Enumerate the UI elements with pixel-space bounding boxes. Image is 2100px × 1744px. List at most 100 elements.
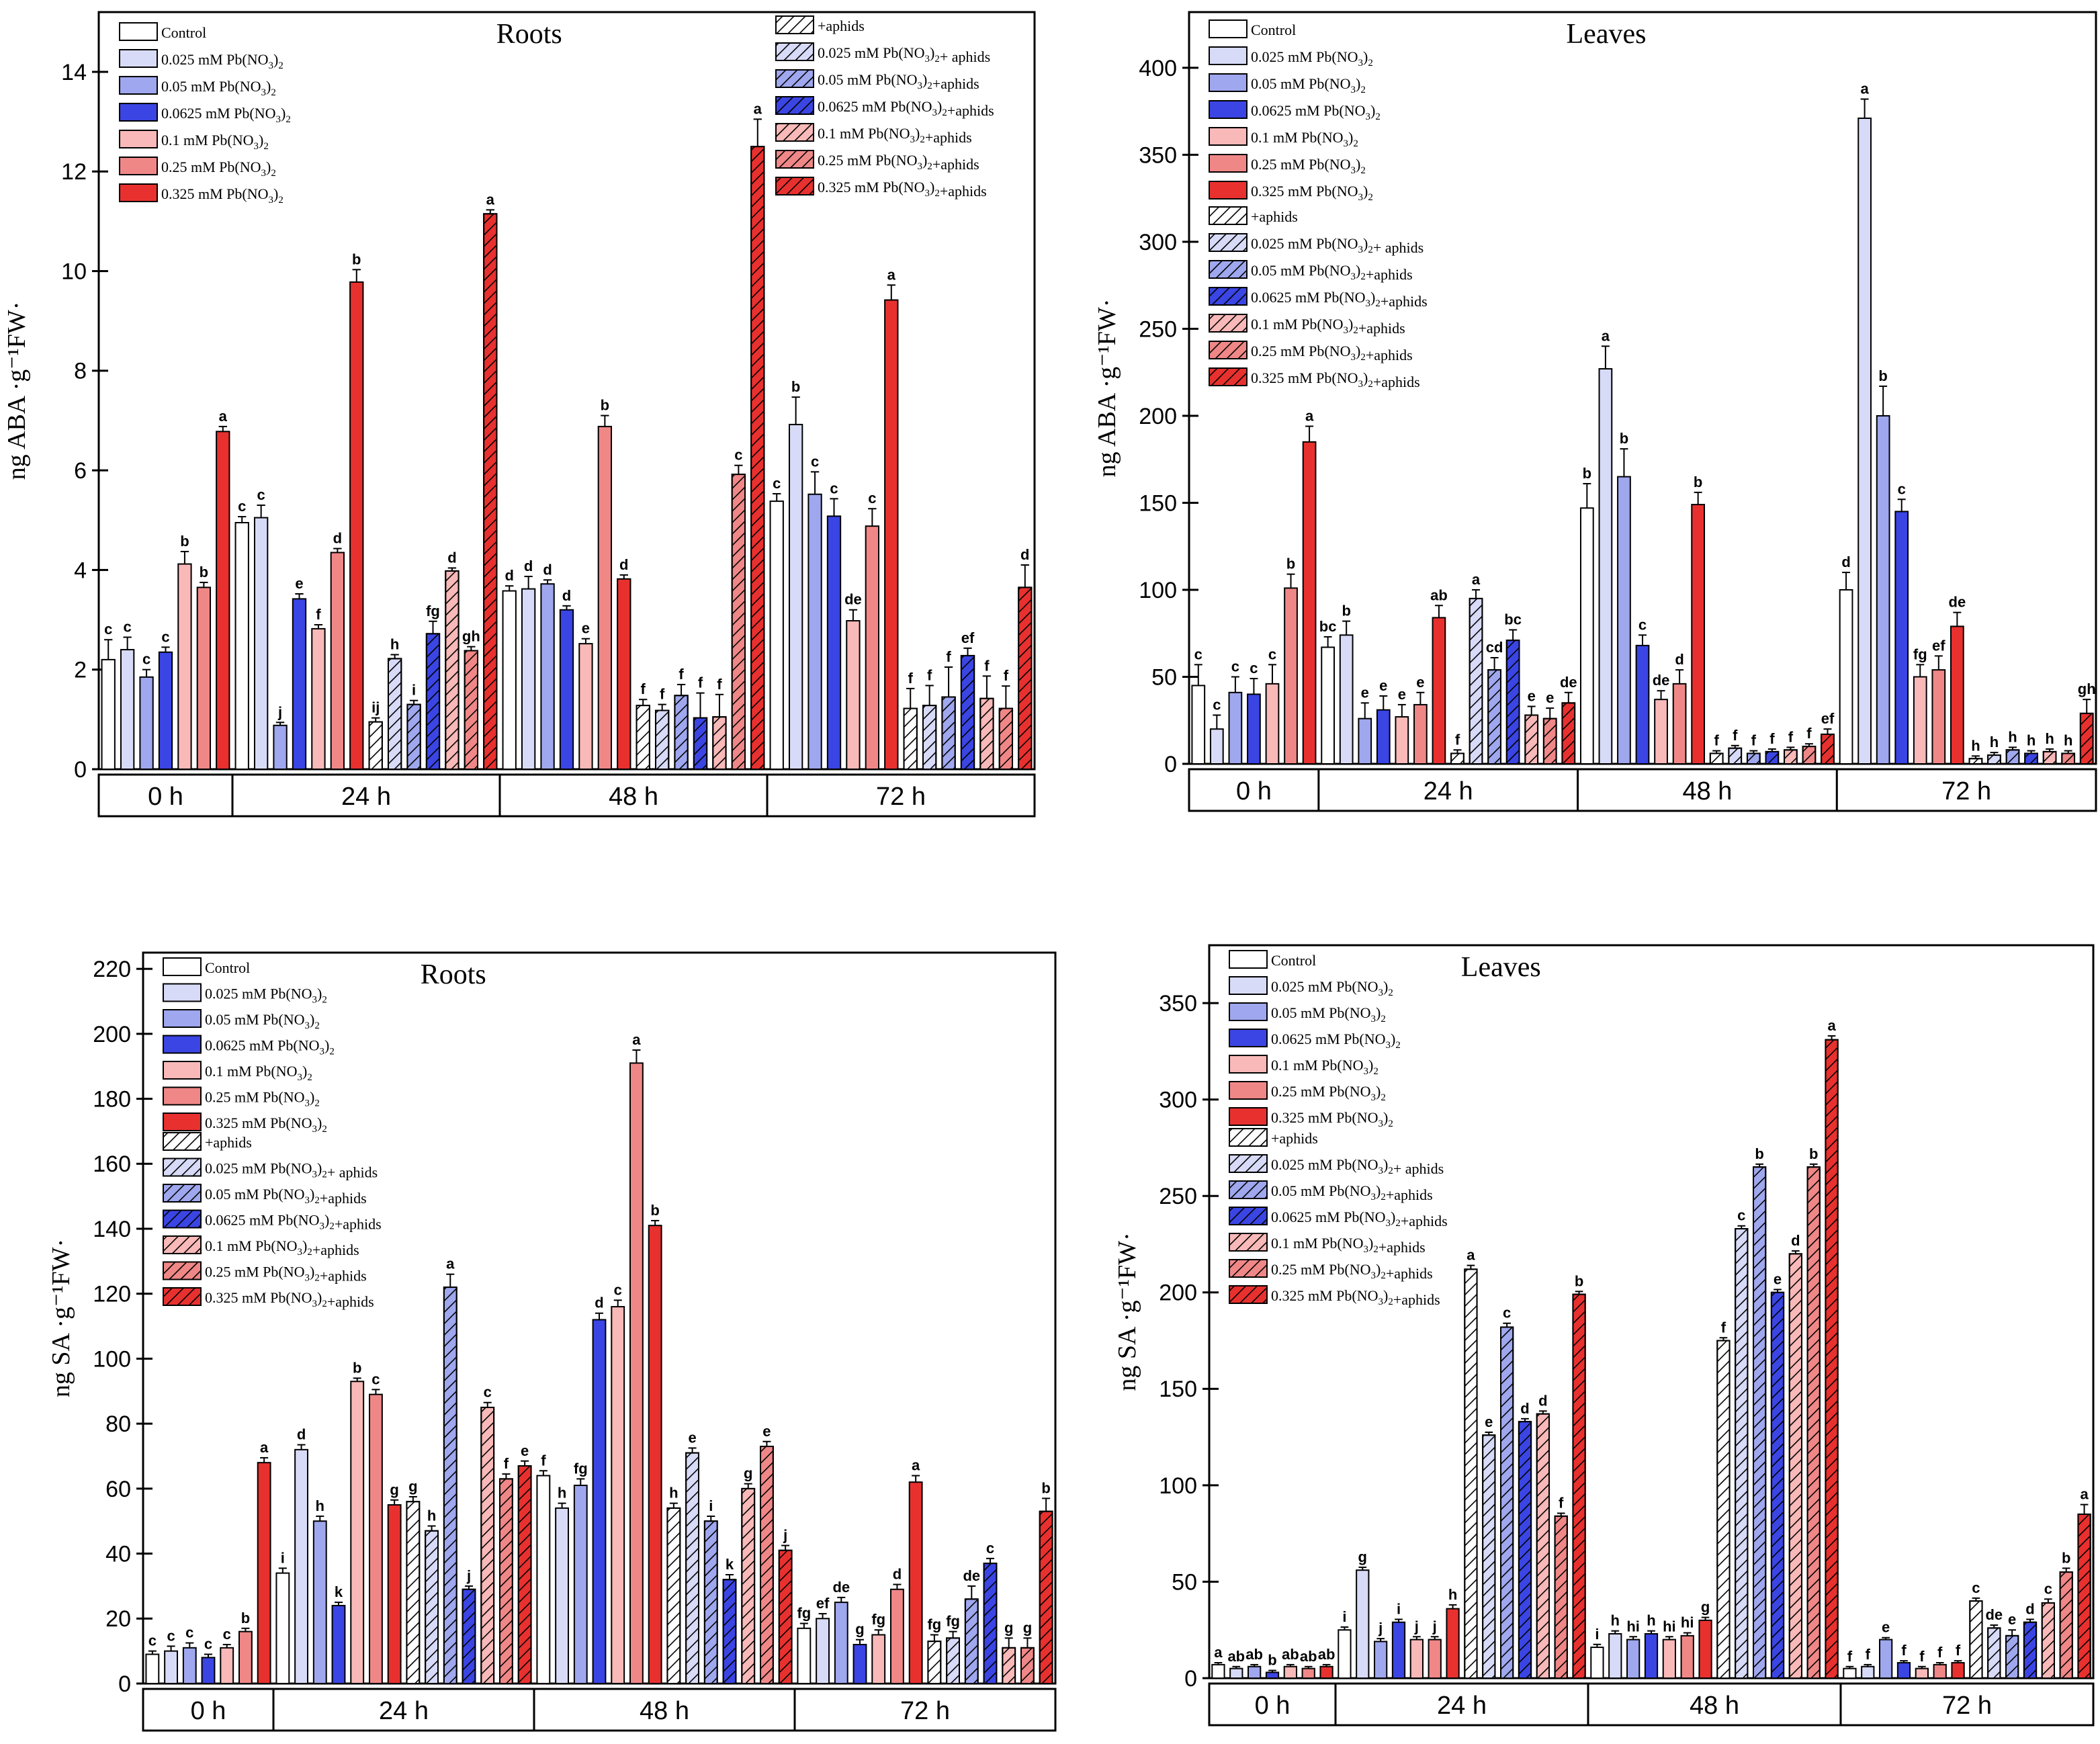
legend-swatch-hatch (1209, 367, 1248, 386)
bar-hatch (1039, 1510, 1053, 1685)
significance-letter: f (1901, 1642, 1907, 1659)
significance-letter: ij (371, 699, 380, 716)
legend-label: 0.25 mM Pb(NO3)2 (1271, 1083, 1386, 1103)
significance-letter: j (1432, 1618, 1437, 1634)
significance-letter: c (142, 651, 150, 668)
significance-letter: c (868, 490, 876, 507)
legend-swatch (1209, 100, 1248, 119)
significance-letter: a (912, 1457, 920, 1474)
legend-swatch-hatch (163, 1261, 202, 1280)
legend-label: 0.025 mM Pb(NO3)2 (161, 51, 283, 71)
legend-label: 0.1 mM Pb(NO3)2 (1271, 1057, 1379, 1077)
bar-hatch (712, 716, 727, 771)
legend-swatch (1229, 1107, 1268, 1126)
bar (1931, 669, 1946, 765)
bar-hatch (1450, 752, 1464, 765)
y-tick-label: 140 (93, 1217, 131, 1242)
legend-swatch (163, 983, 202, 1002)
bar-hatch (703, 1520, 718, 1684)
legend-swatch-hatch (163, 1158, 202, 1177)
bar (826, 515, 842, 770)
bar (797, 1627, 812, 1685)
legend-label: 0.1 mM Pb(NO3)2+aphids (1271, 1235, 1426, 1256)
significance-letter: ab (1282, 1646, 1299, 1663)
bar (540, 583, 555, 770)
bar (629, 1062, 644, 1685)
significance-letter: f (1919, 1648, 1925, 1665)
legend-swatch-hatch (1209, 341, 1248, 359)
legend-label: 0.025 mM Pb(NO3)2 (1251, 48, 1373, 69)
legend-swatch (1209, 127, 1248, 146)
y-tick-label: 150 (1139, 490, 1177, 516)
bar (1843, 1667, 1857, 1680)
bar-hatch (1735, 1228, 1749, 1679)
bar-hatch (964, 1598, 979, 1685)
legend-label: Control (1271, 952, 1316, 969)
bar (852, 1643, 867, 1685)
significance-letter: de (1560, 674, 1577, 691)
bar-hatch (1018, 586, 1033, 770)
legend-swatch-hatch (775, 15, 814, 34)
bar (331, 1604, 346, 1685)
legend-label: 0.325 mM Pb(NO3)2+aphids (1251, 369, 1420, 390)
bar (1339, 634, 1354, 765)
bar-hatch (1802, 746, 1817, 765)
significance-letter: d (447, 549, 456, 566)
significance-letter: e (1379, 677, 1387, 694)
y-tick-label: 150 (1159, 1377, 1197, 1402)
bar-hatch (425, 1530, 439, 1685)
x-group-label: 24 h (1437, 1692, 1487, 1720)
significance-letter: c (161, 628, 169, 645)
bar (1191, 685, 1206, 765)
legend-label: 0.0625 mM Pb(NO3)2 (1251, 102, 1381, 122)
bar (1617, 476, 1631, 765)
legend-label: 0.1 mM Pb(NO3)2+aphids (818, 125, 972, 146)
y-tick-label: 60 (105, 1477, 131, 1502)
bar-hatch (2024, 752, 2038, 765)
significance-letter: c (773, 475, 781, 492)
legend-swatch (1209, 46, 1248, 65)
legend-swatch (119, 157, 158, 175)
legend-label: 0.0625 mM Pb(NO3)2+aphids (1271, 1209, 1448, 1229)
significance-letter: ab (1227, 1648, 1245, 1665)
legend-swatch-hatch (1229, 1285, 1268, 1304)
significance-letter: f (908, 670, 914, 687)
legend-swatch-hatch (775, 96, 814, 115)
legend-swatch-hatch (163, 1235, 202, 1254)
y-tick-label: 20 (105, 1606, 131, 1632)
significance-letter: b (1878, 367, 1887, 384)
bar (1644, 1632, 1659, 1680)
y-tick-label: 40 (105, 1541, 131, 1567)
significance-letter: d (505, 567, 513, 584)
significance-letter: h (1990, 734, 1999, 750)
significance-letter: ab (1245, 1646, 1263, 1663)
bar-hatch (425, 633, 441, 770)
significance-letter: k (335, 1583, 343, 1600)
significance-letter: g (855, 1621, 864, 1638)
legend-swatch (119, 22, 158, 41)
bar-hatch (960, 654, 975, 771)
significance-letter: a (887, 266, 896, 283)
bar-hatch (2061, 752, 2076, 765)
significance-letter: e (1398, 686, 1406, 703)
significance-letter: i (412, 682, 416, 699)
significance-letter: d (893, 1566, 902, 1583)
y-tick-label: 120 (93, 1282, 131, 1307)
significance-letter: h (1971, 737, 1980, 754)
bar-hatch (1524, 714, 1539, 765)
bar (1265, 1671, 1280, 1680)
bar-hatch (741, 1487, 756, 1685)
x-group-label: 72 h (1942, 1692, 1992, 1720)
legend-label: 0.25 mM Pb(NO3)2+aphids (1271, 1261, 1433, 1282)
legend-swatch-hatch (163, 1132, 202, 1151)
significance-letter: a (2080, 1486, 2089, 1503)
significance-letter: c (1898, 480, 1906, 497)
bar (1356, 1569, 1370, 1679)
x-group-label: 0 h (1255, 1692, 1290, 1720)
significance-letter: f (1004, 667, 1009, 684)
legend-label: 0.325 mM Pb(NO3)2 (1271, 1109, 1393, 1129)
significance-letter: g (1701, 1599, 1710, 1616)
x-group-label: 48 h (1682, 777, 1732, 805)
significance-letter: e (1882, 1619, 1890, 1636)
